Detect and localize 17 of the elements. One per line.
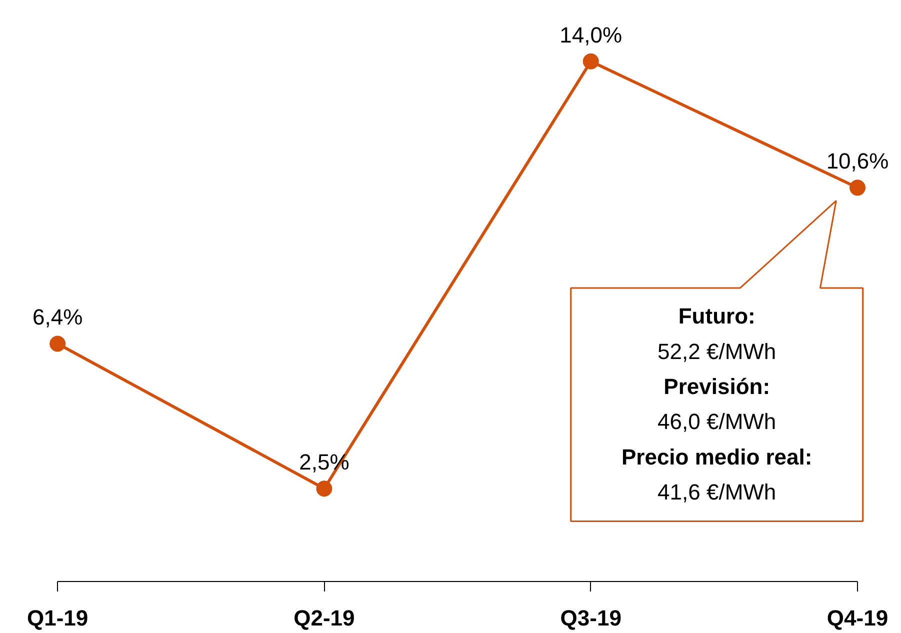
point [316,480,332,497]
annotation: Precio medio real: [621,444,812,470]
x-tick-label: Q1-19 [26,606,88,630]
data-label: 6,4% [32,304,83,330]
data-label: 14,0% [560,22,622,48]
annotation: Previsión: [664,374,770,399]
x-tick-label: Q4-19 [826,606,888,630]
annotation: 52,2 €/MWh [658,338,776,364]
point [582,53,599,70]
annotation: Futuro: [678,304,756,329]
point [50,336,66,352]
x-tick-label: Q2-19 [294,606,355,630]
annotation: 41,6 €/MWh [658,480,776,505]
point [850,180,866,196]
data-label: 10,6% [826,148,889,174]
annotation: 46,0 €/MWh [658,409,776,434]
x-tick-label: Q3-19 [560,606,622,630]
